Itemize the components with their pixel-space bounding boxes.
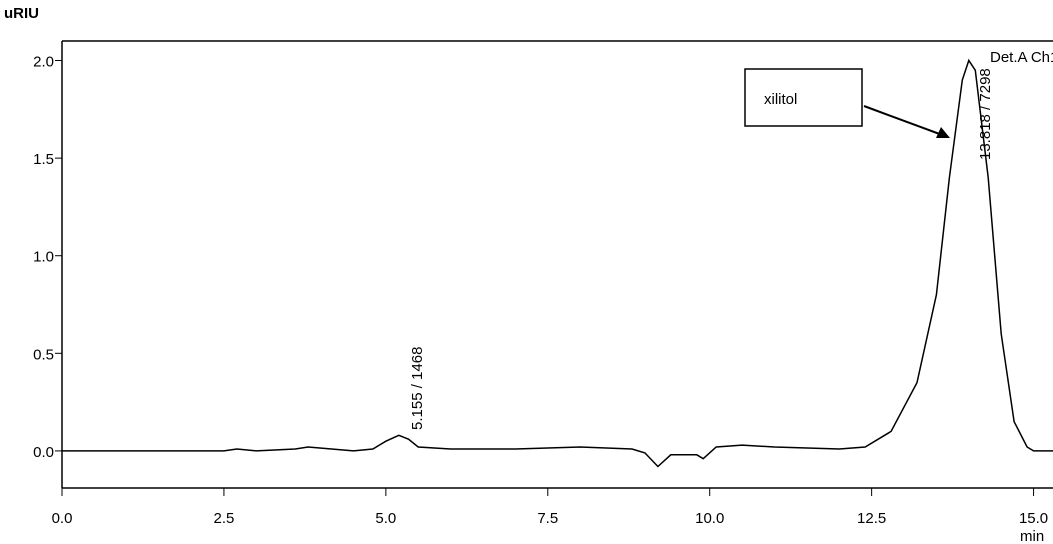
x-tick-label: 15.0 <box>1019 510 1048 527</box>
annotation: xilitol <box>764 91 797 108</box>
chart: uRIU min Det.A Ch1 xilitol 0.0 0.5 1.0 1.5 2… <box>0 0 1053 544</box>
x-tick-label: 12.5 <box>857 510 886 527</box>
y-tick-label: 1.0 <box>33 249 54 266</box>
y-tick-label: 1.5 <box>33 151 54 168</box>
y-tick-label: 2.0 <box>33 54 54 71</box>
x-axis-label: min <box>1020 528 1044 544</box>
annotation-arrow <box>864 106 945 136</box>
x-tick-label: 2.5 <box>213 510 234 527</box>
x-tick-label: 0.0 <box>52 510 73 527</box>
x-tick-label: 7.5 <box>537 510 558 527</box>
x-tick-label: 10.0 <box>695 510 724 527</box>
detector-label: Det.A Ch1 <box>990 49 1053 66</box>
annotation-box <box>745 69 862 126</box>
x-tick-label: 5.0 <box>375 510 396 527</box>
y-tick-label: 0.5 <box>33 346 54 363</box>
peak-label: 13.818 / 7298 <box>977 68 994 160</box>
page: uRIU min Det.A Ch1 xilitol 0.0 0.5 1.0 1.5 2… <box>0 0 1053 544</box>
peak-label: 5.155 / 1468 <box>409 347 426 430</box>
y-tick-label: 0.0 <box>33 444 54 461</box>
y-axis-label: uRIU <box>4 5 39 22</box>
